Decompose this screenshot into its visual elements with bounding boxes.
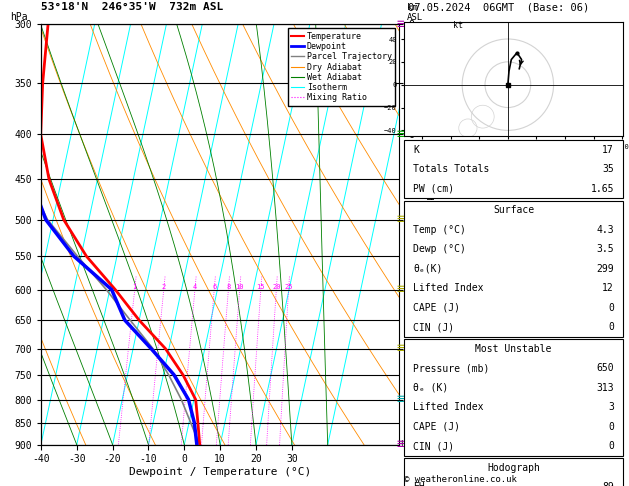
- Text: Surface: Surface: [493, 206, 534, 215]
- Text: ≡: ≡: [396, 128, 404, 141]
- FancyBboxPatch shape: [404, 201, 623, 337]
- Text: 299: 299: [596, 264, 614, 274]
- Text: 15: 15: [257, 283, 265, 290]
- Text: ≡: ≡: [396, 438, 404, 451]
- Text: 6: 6: [212, 283, 216, 290]
- Text: CIN (J): CIN (J): [413, 322, 454, 332]
- Text: 8: 8: [226, 283, 231, 290]
- Text: 12: 12: [602, 283, 614, 293]
- Text: 53°18'N  246°35'W  732m ASL: 53°18'N 246°35'W 732m ASL: [41, 2, 223, 12]
- Text: 2: 2: [162, 283, 166, 290]
- Text: 4.3: 4.3: [596, 225, 614, 235]
- Text: 3: 3: [608, 402, 614, 412]
- Text: 25: 25: [284, 283, 293, 290]
- Text: Dewp (°C): Dewp (°C): [413, 244, 466, 254]
- Text: 10: 10: [235, 283, 244, 290]
- Text: Temp (°C): Temp (°C): [413, 225, 466, 235]
- Text: 17: 17: [602, 145, 614, 155]
- Text: Most Unstable: Most Unstable: [476, 344, 552, 354]
- Text: ≡: ≡: [396, 283, 404, 296]
- Text: ≡: ≡: [396, 213, 404, 226]
- Text: Lifted Index: Lifted Index: [413, 283, 484, 293]
- Text: CAPE (J): CAPE (J): [413, 422, 460, 432]
- Text: 89: 89: [602, 483, 614, 486]
- Text: 0: 0: [608, 303, 614, 312]
- Text: Pressure (mb): Pressure (mb): [413, 364, 489, 373]
- Text: 0: 0: [608, 322, 614, 332]
- Text: ≡: ≡: [396, 393, 404, 406]
- Text: 35: 35: [602, 164, 614, 174]
- Legend: Temperature, Dewpoint, Parcel Trajectory, Dry Adiabat, Wet Adiabat, Isotherm, Mi: Temperature, Dewpoint, Parcel Trajectory…: [287, 29, 395, 105]
- Text: 313: 313: [596, 383, 614, 393]
- Text: ≡: ≡: [396, 342, 404, 355]
- Text: CAPE (J): CAPE (J): [413, 303, 460, 312]
- Text: 07.05.2024  06GMT  (Base: 06): 07.05.2024 06GMT (Base: 06): [408, 2, 589, 12]
- Text: 650: 650: [596, 364, 614, 373]
- Text: ≡: ≡: [396, 18, 404, 31]
- Text: 3.5: 3.5: [596, 244, 614, 254]
- Text: 4: 4: [193, 283, 197, 290]
- Text: Hodograph: Hodograph: [487, 463, 540, 473]
- Text: PW (cm): PW (cm): [413, 184, 454, 193]
- Text: hPa: hPa: [11, 12, 28, 22]
- Text: LCL: LCL: [401, 440, 416, 449]
- Text: Totals Totals: Totals Totals: [413, 164, 489, 174]
- Text: 0: 0: [608, 422, 614, 432]
- Text: Lifted Index: Lifted Index: [413, 402, 484, 412]
- Text: © weatheronline.co.uk: © weatheronline.co.uk: [404, 474, 517, 484]
- Text: km
ASL: km ASL: [406, 3, 423, 22]
- Text: 0: 0: [608, 441, 614, 451]
- Text: Mixing Ratio (g/kg): Mixing Ratio (g/kg): [428, 183, 437, 286]
- Text: K: K: [413, 145, 419, 155]
- Text: kt: kt: [453, 20, 463, 30]
- X-axis label: Dewpoint / Temperature (°C): Dewpoint / Temperature (°C): [129, 467, 311, 477]
- Text: θₑ(K): θₑ(K): [413, 264, 443, 274]
- Text: 20: 20: [272, 283, 281, 290]
- FancyBboxPatch shape: [404, 458, 623, 486]
- Text: CIN (J): CIN (J): [413, 441, 454, 451]
- Text: 1: 1: [133, 283, 137, 290]
- FancyBboxPatch shape: [404, 140, 623, 198]
- Text: EH: EH: [413, 483, 425, 486]
- FancyBboxPatch shape: [404, 339, 623, 456]
- Text: 1.65: 1.65: [591, 184, 614, 193]
- Text: θₑ (K): θₑ (K): [413, 383, 448, 393]
